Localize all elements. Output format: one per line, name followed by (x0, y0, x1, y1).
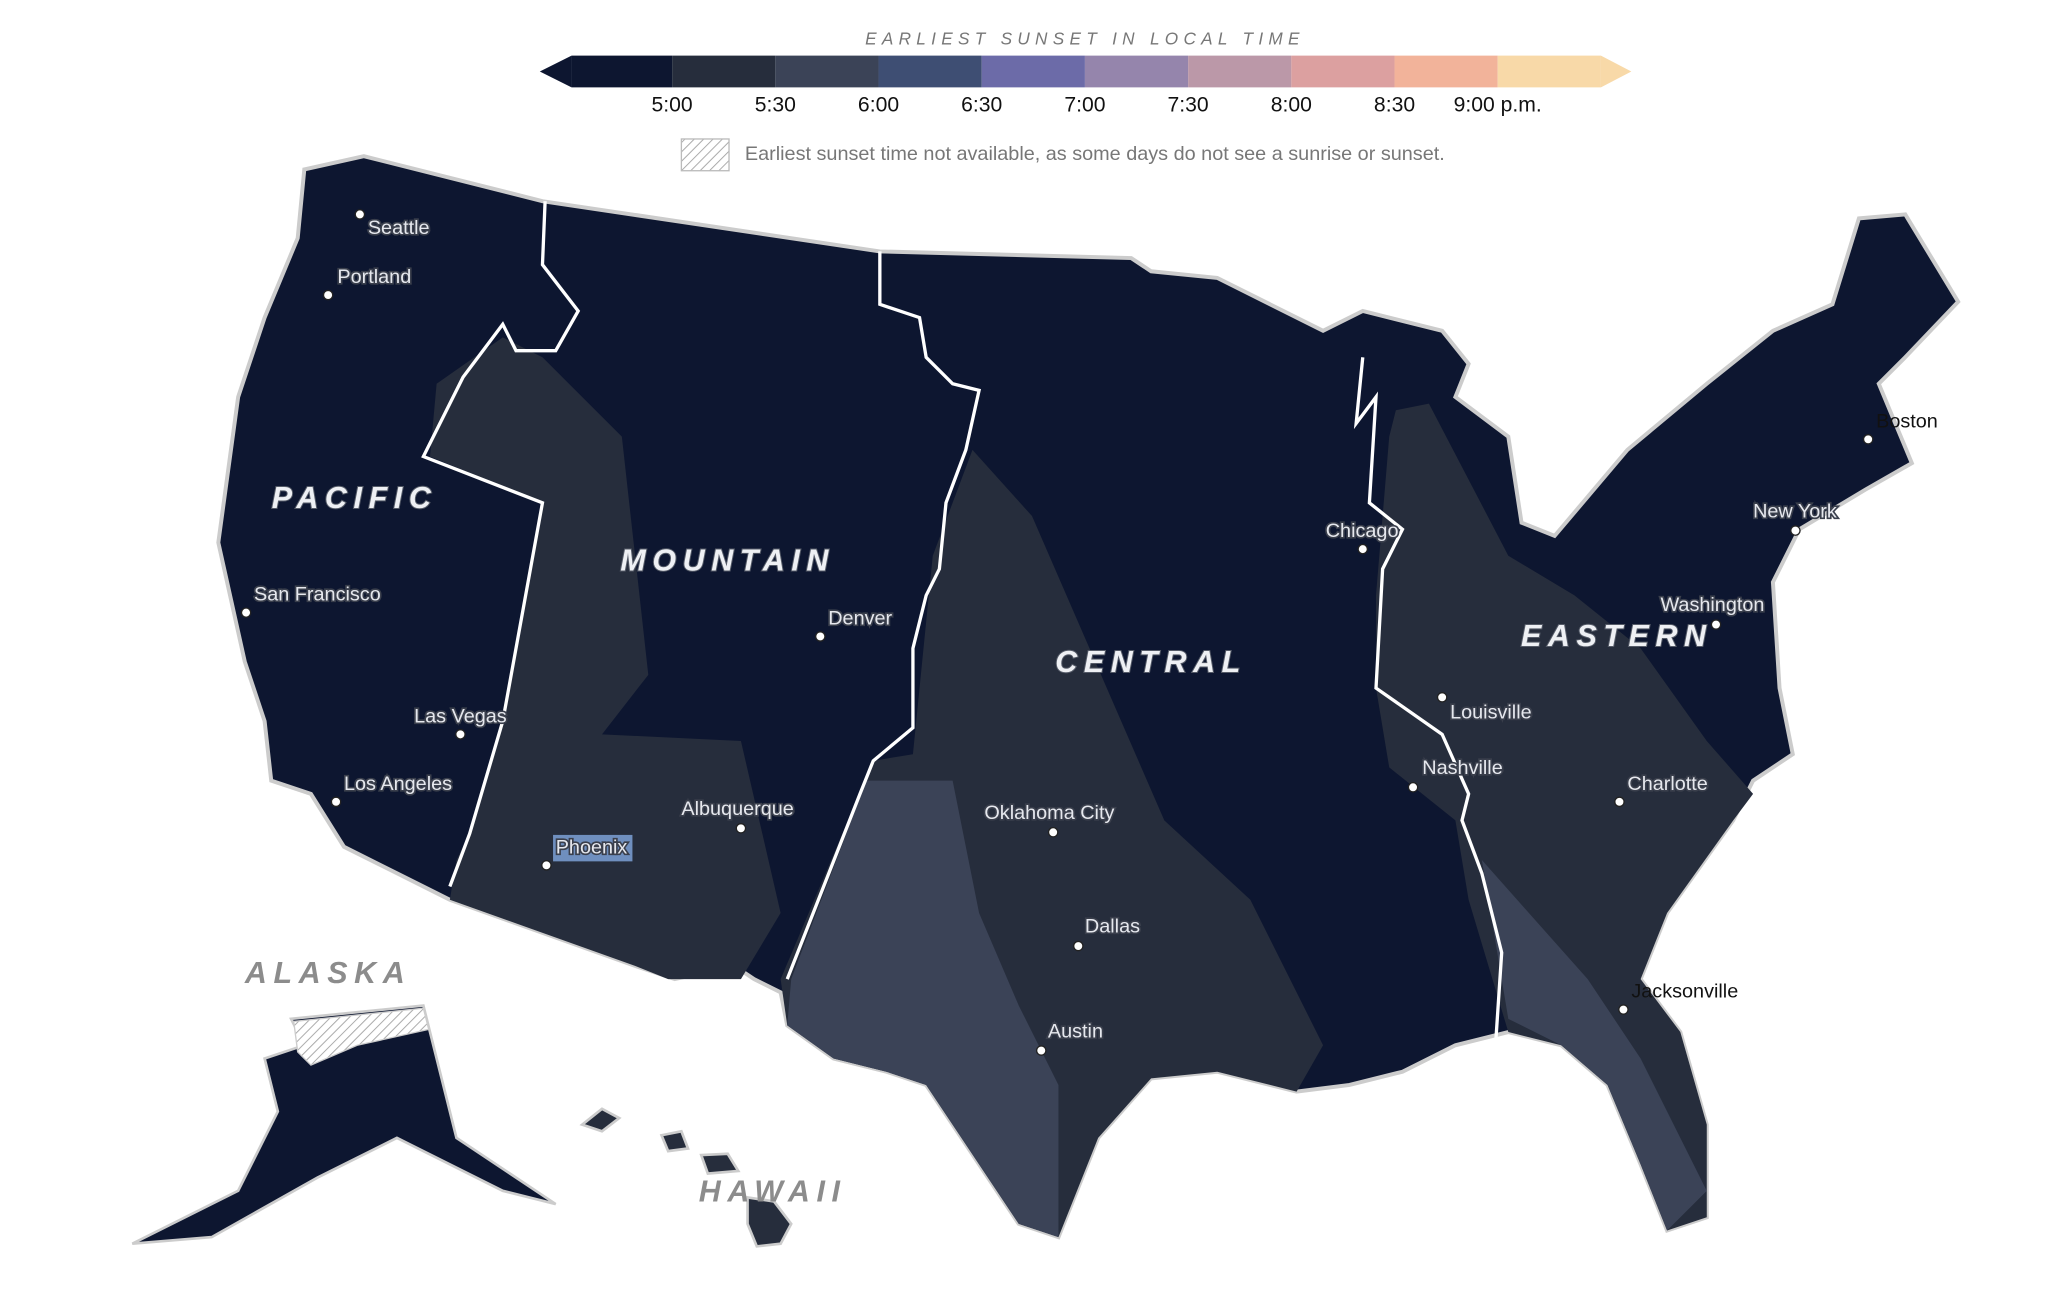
legend-swatch (775, 55, 879, 88)
city-label: Boston (1876, 410, 1938, 432)
city-dot (1614, 796, 1625, 808)
legend-swatch (1497, 55, 1601, 88)
city-dot (1047, 826, 1059, 838)
hawaii-island (746, 1195, 793, 1248)
region-shade (430, 337, 781, 980)
zone-boundary (785, 251, 982, 980)
city-dot (1618, 1004, 1629, 1015)
region-shade (1481, 860, 1707, 1231)
city-dot (1710, 619, 1722, 630)
city-highlight (553, 834, 633, 862)
legend-tick-label: 7:30 (1168, 93, 1209, 116)
legend-swatch (672, 55, 776, 88)
hawaii-island (579, 1107, 622, 1133)
zone-label: HAWAII (699, 1174, 847, 1208)
zone-label: ALASKA (244, 956, 411, 990)
legend-tick-label: 8:30 (1374, 93, 1415, 116)
hawaii-island (659, 1129, 690, 1153)
city-label: San Francisco (254, 584, 381, 606)
city-label: Jacksonville (1631, 981, 1738, 1003)
legend-tick-label: 8:00 (1271, 93, 1312, 116)
legend-arrow-right (1600, 55, 1632, 88)
legend-tick-label: 6:30 (961, 93, 1002, 116)
city-dot (240, 607, 252, 618)
city-dot (455, 729, 466, 740)
legend-tick-label: 5:00 (652, 93, 693, 116)
city-dot (354, 209, 366, 220)
legend-arrow-left (539, 55, 572, 88)
city-dot (1073, 940, 1084, 952)
city-dot (1357, 543, 1369, 555)
zone-label: PACIFIC (272, 481, 438, 515)
city-dot (1436, 692, 1448, 703)
city-dot (1407, 781, 1419, 793)
region-shade (787, 780, 1059, 1238)
legend-note: Earliest sunset time not available, as s… (745, 143, 1445, 165)
city-label: Seattle (368, 217, 430, 239)
city-dot (1035, 1045, 1047, 1056)
hawaii-island (699, 1152, 741, 1176)
zone-label: MOUNTAIN (620, 543, 835, 577)
alaska-no-data (292, 1007, 430, 1066)
legend-tick-label: 9:00 p.m. (1454, 93, 1542, 116)
zone-boundary (421, 201, 581, 888)
city-label: Oklahoma City (984, 802, 1114, 824)
city-label: Washington (1660, 594, 1764, 616)
city-label: Los Angeles (344, 773, 452, 795)
region-shade (1376, 403, 1754, 1231)
city-label: Las Vegas (414, 705, 507, 727)
legend-tick-label: 6:00 (858, 93, 899, 116)
hatch-swatch (680, 138, 730, 172)
zone-boundary (1353, 357, 1504, 1053)
legend-title: EARLIEST SUNSET IN LOCAL TIME (865, 28, 1305, 48)
city-dot (330, 796, 342, 808)
city-dot (735, 823, 747, 834)
city-label: Albuquerque (681, 798, 793, 820)
legend-tick-label: 5:30 (755, 93, 796, 116)
city-label: Louisville (1450, 701, 1532, 723)
legend-swatch (571, 55, 673, 88)
city-dot (541, 860, 552, 871)
legend-swatch (1188, 55, 1292, 88)
city-label: Nashville (1422, 757, 1502, 779)
zone-label: CENTRAL (1055, 645, 1247, 679)
legend-swatch (1084, 55, 1189, 88)
alaska (131, 1004, 557, 1246)
legend-swatch (1291, 55, 1395, 88)
city-label: Dallas (1085, 916, 1140, 938)
city-label: New York (1753, 500, 1837, 522)
legend-swatch (1394, 55, 1498, 88)
city-dot (1790, 525, 1801, 536)
city-label: Chicago (1326, 520, 1399, 542)
zone-label: EASTERN (1521, 619, 1713, 653)
city-dot (322, 289, 334, 301)
city-label: Austin (1048, 1020, 1103, 1042)
city-dot (1862, 434, 1874, 445)
legend-swatch (878, 55, 982, 88)
city-label: Charlotte (1627, 773, 1707, 795)
city-label: Phoenix (556, 836, 628, 858)
city-label: Portland (337, 266, 411, 288)
city-dot (815, 631, 826, 642)
legend-tick-label: 7:00 (1064, 93, 1105, 116)
city-label: Denver (828, 607, 892, 629)
legend-swatch (981, 55, 1085, 88)
